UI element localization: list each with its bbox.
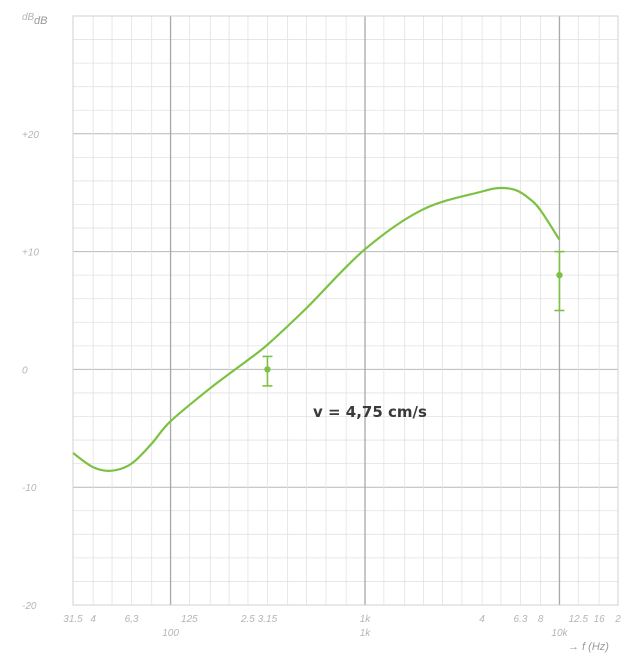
y-tick-label: +10 [22,248,39,259]
x-tick-label: 4 [90,614,96,625]
data-point [264,366,271,373]
series-layer [72,186,565,472]
x-tick-label: 8 [538,614,544,625]
x-axis-label: → f (Hz) [568,641,609,653]
x-tick-label: 12.5 [569,614,589,625]
x-tick-label: 1k [360,614,372,625]
axis-ticks: dB +20 +10 0 -10 -20 31.5 4 6,3 125 2.5 3.15 1k 4 6.3 8… [22,12,621,639]
x-tick-label: 6.3 [513,614,527,625]
y-tick-label: dB [22,12,35,23]
x-tick-label: 2 [614,614,621,625]
x-decade-label: 100 [162,628,179,639]
x-tick-label: 125 [181,614,198,625]
x-decade-label: 1k [360,628,372,639]
y-tick-label: 0 [22,365,28,376]
response-curve [72,186,561,472]
speed-annotation: v = 4,75 cm/s [313,403,427,421]
y-tick-label: -20 [22,601,37,612]
x-tick-label: 2.5 [240,614,255,625]
grid [72,15,619,606]
x-tick-label: 31.5 [63,614,83,625]
x-tick-label: 3.15 [258,614,278,625]
plot-frame [72,15,619,606]
y-axis-unit-label: dB [34,15,47,27]
data-point [556,271,563,279]
x-tick-label: 6,3 [125,614,139,625]
y-tick-label: +20 [22,130,39,141]
x-tick-label: 4 [479,614,485,625]
x-tick-label: 16 [594,614,606,625]
y-tick-label: -10 [22,483,37,494]
x-decade-label: 10k [551,628,568,639]
